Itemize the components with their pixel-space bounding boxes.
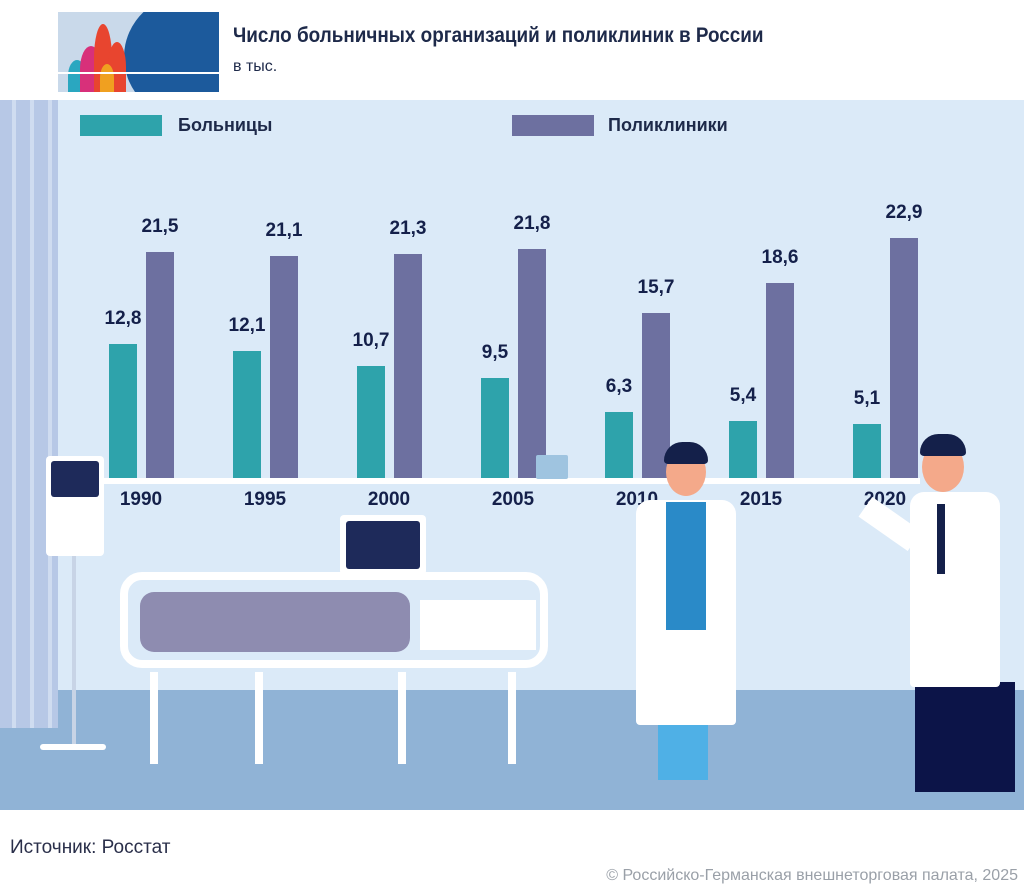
bar-hospitals-2015	[729, 421, 757, 478]
bar-hospitals-1990	[109, 343, 137, 478]
data-label: 10,7	[352, 329, 390, 351]
legend-label-polyclinics: Поликлиники	[608, 115, 728, 135]
x-tick-label: 2015	[739, 489, 783, 510]
data-label: 15,7	[637, 277, 675, 299]
bar-polyclinics-2020	[890, 237, 918, 478]
shelf-baseline	[60, 478, 920, 484]
data-label: 9,5	[481, 342, 509, 364]
doctor-left-illustration	[636, 440, 756, 795]
legend-label-hospitals: Больницы	[178, 115, 273, 135]
bar-hospitals-2010	[605, 411, 633, 478]
data-label: 12,1	[228, 314, 266, 336]
data-label: 5,4	[729, 385, 757, 407]
data-label: 18,6	[761, 246, 799, 268]
legend-swatch-polyclinics	[512, 115, 594, 136]
doctor-right-illustration	[858, 432, 1024, 802]
bar-polyclinics-2005	[518, 249, 546, 478]
data-label: 21,8	[513, 213, 551, 235]
chart-title: Число больничных организаций и поликлини…	[233, 24, 764, 47]
bar-polyclinics-2000	[394, 254, 422, 478]
bar-polyclinics-1990	[146, 252, 174, 478]
data-label: 6,3	[605, 375, 633, 397]
monitor-stand-illustration	[46, 456, 104, 556]
x-tick-label: 1990	[119, 489, 163, 510]
bar-hospitals-2020	[853, 424, 881, 478]
data-label: 5,1	[853, 388, 881, 410]
data-label: 21,3	[389, 218, 427, 240]
legend-swatch-hospitals	[80, 115, 162, 136]
hospital-bed-illustration	[120, 572, 548, 672]
logo	[58, 12, 219, 92]
bar-hospitals-2000	[357, 365, 385, 478]
x-tick-label: 1995	[243, 489, 287, 510]
x-tick-label: 2000	[367, 489, 411, 510]
data-label: 22,9	[885, 201, 923, 223]
curtain	[0, 100, 58, 728]
copyright: © Российско-Германская внешнеторговая па…	[606, 867, 1018, 884]
chart-subtitle: в тыс.	[233, 58, 278, 75]
data-label: 21,1	[265, 220, 303, 242]
source-note: Источник: Росстат	[10, 837, 171, 858]
data-label: 21,5	[141, 216, 179, 238]
bar-hospitals-2005	[481, 378, 509, 478]
bar-polyclinics-2015	[766, 282, 794, 478]
data-label: 12,8	[104, 307, 142, 329]
x-tick-label: 2005	[491, 489, 535, 510]
bar-polyclinics-1995	[270, 256, 298, 478]
bar-hospitals-1995	[233, 350, 261, 478]
plant-illustration	[536, 455, 568, 479]
